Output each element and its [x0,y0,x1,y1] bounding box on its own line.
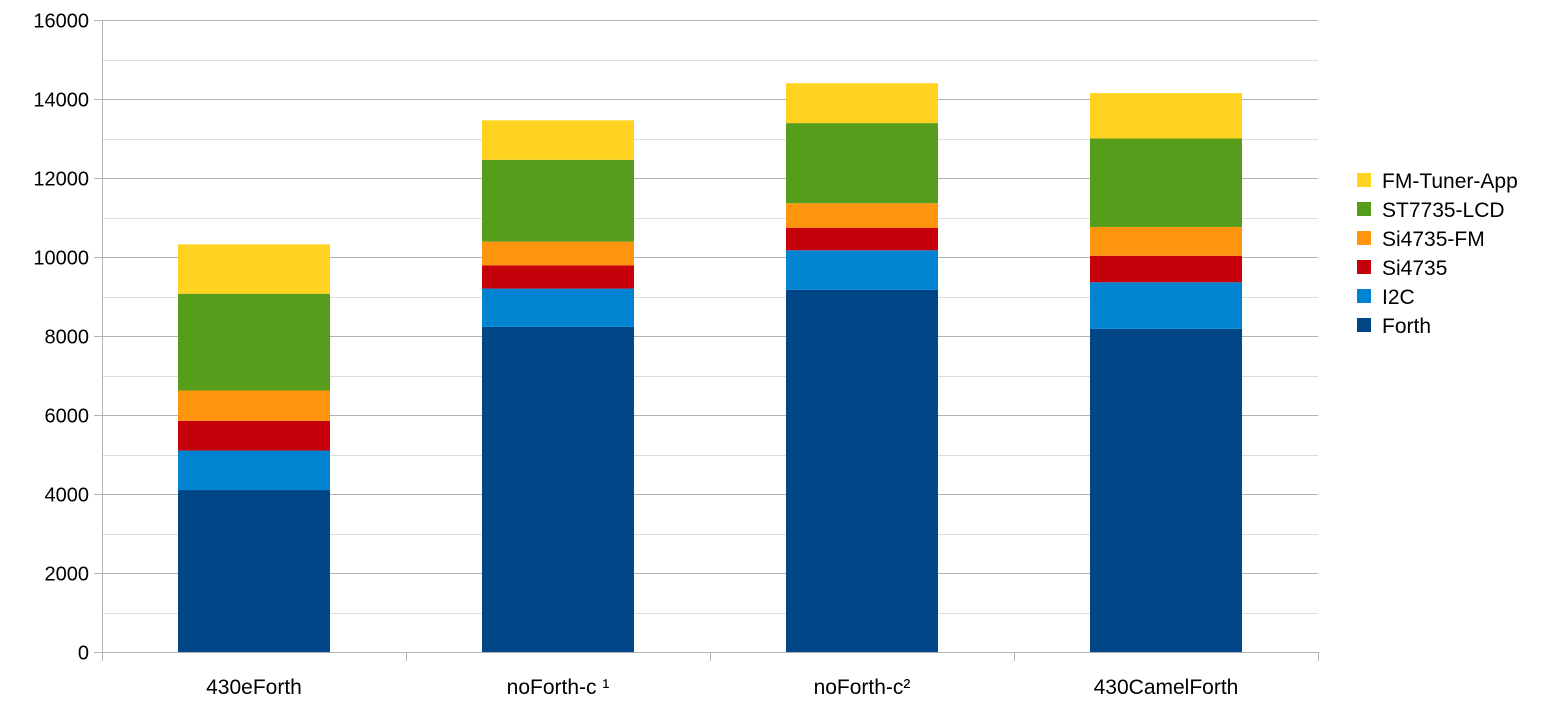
bar-segment-si4735-fm [1090,226,1242,256]
y-tick-label: 2000 [45,564,90,586]
bar-segment-i2c [178,450,330,491]
y-tick-label: 16000 [33,11,89,33]
legend-label-forth: Forth [1382,315,1431,338]
bar-segment-forth [178,490,330,652]
x-category-label: noForth-c² [814,676,911,699]
bar-segment-st7735-lcd [482,159,634,242]
legend-label-si4735-fm: Si4735-FM [1382,228,1485,251]
bar-segment-st7735-lcd [1090,138,1242,227]
x-category-label: 430eForth [206,676,302,699]
bar-segment-si4735-fm [178,390,330,421]
legend: FM-Tuner-App ST7735-LCD Si4735-FM Si4735 I2C… [1357,170,1518,338]
bar-segment-i2c [482,288,634,327]
legend-swatch-st7735-lcd [1357,202,1371,216]
y-tick-label: 4000 [45,485,90,507]
y-tick-label: 12000 [33,169,89,191]
bar-segment-st7735-lcd [786,123,938,204]
legend-swatch-si4735-fm [1357,231,1371,245]
bar-segment-i2c [786,250,938,290]
bar-segment-forth [482,326,634,652]
bar-segment-si4735 [786,227,938,251]
y-tick-label: 8000 [45,327,90,349]
y-tick-label: 10000 [33,248,89,270]
y-tick-label: 0 [78,643,89,665]
bar-segment-forth [786,289,938,652]
legend-label-i2c: I2C [1382,286,1415,309]
bar-segment-si4735-fm [786,203,938,228]
legend-swatch-si4735 [1357,260,1371,274]
x-category-label: noForth-c ¹ [507,676,610,699]
legend-label-si4735: Si4735 [1382,257,1447,280]
x-category-label: 430CamelForth [1094,676,1239,699]
bar-segments [178,83,1242,652]
bar-segment-st7735-lcd [178,293,330,391]
legend-swatch-i2c [1357,289,1371,303]
bar-segment-si4735 [482,265,634,289]
tick-labels: 0 2000 4000 6000 8000 10000 12000 14000 16000 430… [33,11,1238,700]
legend-swatch-forth [1357,318,1371,332]
legend-label-fm-tuner-app: FM-Tuner-App [1382,170,1518,193]
bar-segment-i2c [1090,282,1242,329]
legend-swatch-fm-tuner-app [1357,173,1371,187]
bar-segment-si4735 [178,420,330,451]
bar-segment-si4735-fm [482,241,634,266]
bar-segment-forth [1090,328,1242,652]
bar-segment-fm-tuner-app [1090,93,1242,139]
axes [94,20,1319,661]
y-tick-label: 6000 [45,406,90,428]
bar-segment-fm-tuner-app [178,244,330,294]
bar-segment-fm-tuner-app [482,120,634,160]
legend-label-st7735-lcd: ST7735-LCD [1382,199,1505,222]
y-tick-label: 14000 [33,90,89,112]
bar-segment-fm-tuner-app [786,83,938,124]
bar-segment-si4735 [1090,255,1242,283]
